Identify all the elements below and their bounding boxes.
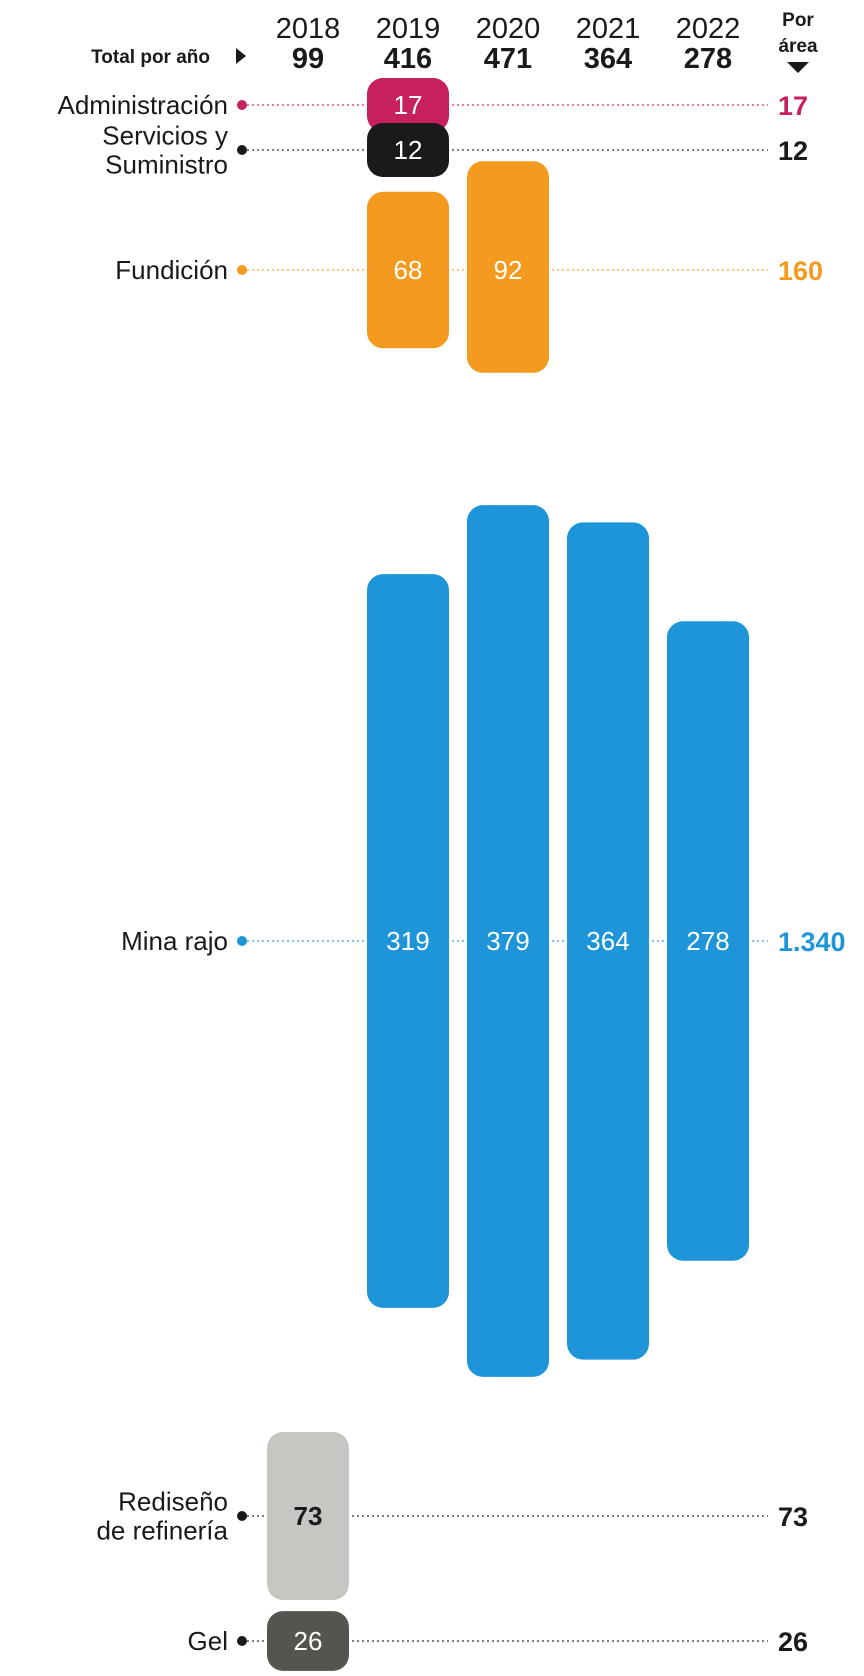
row-6-area-total: 26 bbox=[778, 1627, 808, 1657]
year-label-2022: 2022 bbox=[676, 13, 741, 45]
row-4-dot bbox=[237, 936, 247, 946]
row-4-bar-label-2021: 364 bbox=[586, 926, 629, 956]
row-5-bar-label-2018: 73 bbox=[294, 1501, 323, 1531]
row-3-bar-label-2019: 68 bbox=[394, 255, 423, 285]
year-total-2018: 99 bbox=[292, 43, 324, 75]
row-2-dot bbox=[237, 145, 247, 155]
row-1-dot bbox=[237, 100, 247, 110]
year-total-2022: 278 bbox=[684, 43, 732, 75]
row-2-area-total: 12 bbox=[778, 136, 808, 166]
row-5-category-label: Rediseño bbox=[118, 1487, 228, 1517]
row-4-bar-2021 bbox=[567, 522, 649, 1360]
row-4-area-total: 1.340 bbox=[778, 927, 846, 957]
row-1-category-label: Administración bbox=[57, 90, 228, 120]
row-1-bar-2019 bbox=[367, 78, 449, 132]
per-area-label-line1: Por bbox=[782, 10, 814, 31]
year-total-2021: 364 bbox=[584, 43, 632, 75]
row-1-bar-label-2019: 17 bbox=[394, 90, 423, 120]
row-2-bar-2019 bbox=[367, 123, 449, 177]
year-label-2018: 2018 bbox=[276, 13, 341, 45]
row-3-bar-2019 bbox=[367, 191, 449, 349]
row-6-bar-label-2018: 26 bbox=[294, 1626, 323, 1656]
row-4-category-label: Mina rajo bbox=[121, 926, 228, 956]
row-6-dot bbox=[237, 1636, 247, 1646]
row-5-dot bbox=[237, 1511, 247, 1521]
row-6-bar-2018 bbox=[267, 1611, 349, 1671]
row-3-dot bbox=[237, 265, 247, 275]
row-4-bar-label-2022: 278 bbox=[686, 926, 729, 956]
row-1-area-total: 17 bbox=[778, 91, 808, 121]
chart-bars: 17 12 68 92 319 379 364 278 73 26 bbox=[267, 78, 749, 1671]
year-label-2019: 2019 bbox=[376, 13, 441, 45]
chart-header: 2018 2019 2020 2021 2022 Total por año 9… bbox=[91, 10, 818, 75]
year-total-2020: 471 bbox=[484, 43, 532, 75]
row-3-area-total: 160 bbox=[778, 256, 823, 286]
row-2-bar-label-2019: 12 bbox=[394, 135, 423, 165]
year-total-2019: 416 bbox=[384, 43, 432, 75]
row-4-bar-2022 bbox=[667, 621, 749, 1261]
row-5-area-total: 73 bbox=[778, 1502, 808, 1532]
row-6-category-label: Gel bbox=[188, 1626, 228, 1656]
year-label-2020: 2020 bbox=[476, 13, 541, 45]
row-4-bar-label-2019: 319 bbox=[386, 926, 429, 956]
row-4-bar-2020 bbox=[467, 505, 549, 1377]
arrow-right-icon bbox=[236, 48, 246, 64]
row-4-bar-label-2020: 379 bbox=[486, 926, 529, 956]
arrow-down-icon bbox=[787, 62, 809, 73]
row-2-category-label: Servicios y bbox=[102, 121, 228, 151]
row-3-bar-label-2020: 92 bbox=[494, 255, 523, 285]
total-per-year-label: Total por año bbox=[91, 47, 210, 68]
row-5-category-label: de refinería bbox=[96, 1516, 228, 1546]
row-3-bar-2020 bbox=[467, 161, 549, 373]
row-5-bar-2018 bbox=[267, 1432, 349, 1600]
row-2-category-label: Suministro bbox=[105, 150, 228, 180]
row-3-category-label: Fundición bbox=[115, 255, 228, 285]
per-area-label-line2: área bbox=[778, 36, 818, 57]
year-label-2021: 2021 bbox=[576, 13, 641, 45]
row-4-bar-2019 bbox=[367, 574, 449, 1308]
